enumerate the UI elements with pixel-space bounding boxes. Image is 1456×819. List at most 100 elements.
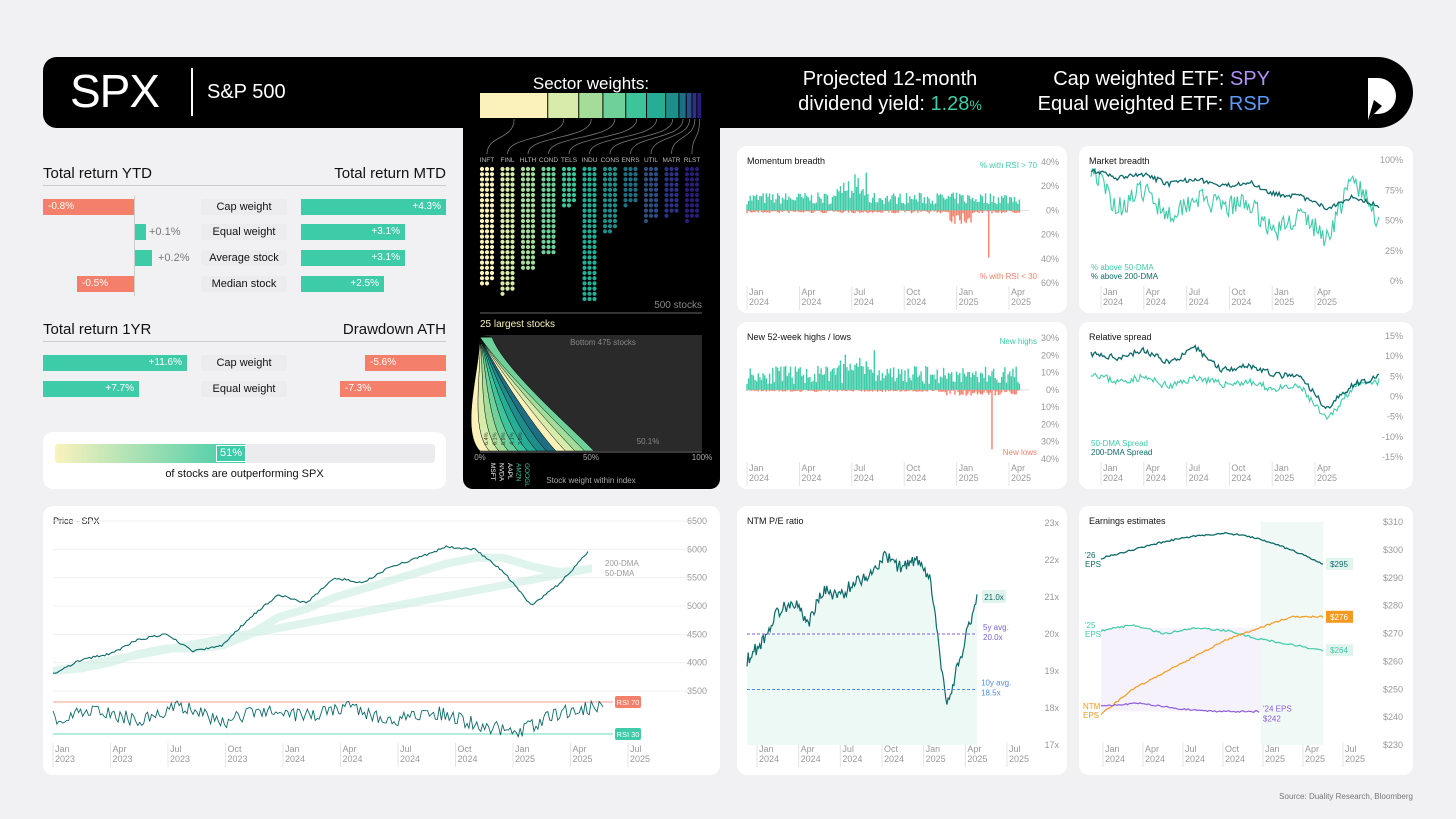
- sector-dot: [684, 198, 690, 203]
- sector-dot: [566, 177, 572, 182]
- sector-dot: [500, 208, 505, 213]
- sector-dot: [623, 187, 628, 192]
- x-tick-month: Jul: [1185, 744, 1197, 754]
- sector-dot: [587, 296, 592, 302]
- sector-dot: [684, 208, 690, 213]
- sector-dot: [643, 192, 649, 198]
- sector-dot: [520, 192, 526, 198]
- sector-dot: [694, 198, 700, 203]
- sector-dot: [484, 229, 490, 234]
- y-tick: 6000: [687, 544, 707, 554]
- sector-dot: [582, 208, 587, 213]
- x-tick-year: 2024: [842, 754, 862, 764]
- sector-dot: [664, 177, 669, 182]
- sector-dot: [587, 172, 592, 177]
- x-tick-month: Jul: [854, 463, 866, 473]
- avg5-label: 5y avg.: [983, 623, 1009, 632]
- sector-dot: [505, 255, 510, 260]
- l25b: EPS: [1085, 630, 1101, 639]
- y-tick: 30%: [1041, 333, 1059, 343]
- sector-dot: [510, 255, 515, 260]
- x-tick-month: Oct: [906, 463, 921, 473]
- x-tick-month: Jan: [1274, 463, 1289, 473]
- sector-dot: [541, 198, 546, 203]
- sector-dot: [510, 229, 515, 234]
- sector-dot: [525, 224, 531, 229]
- dividend-label-2-row: dividend yield: 1.28%: [760, 92, 1020, 118]
- sector-dot: [479, 281, 485, 286]
- sector-dot: [592, 265, 597, 270]
- x-tick-month: Apr: [113, 744, 127, 754]
- sector-dot: [479, 265, 485, 270]
- x-tick-year: 2024: [1189, 297, 1209, 307]
- sector-dot: [582, 198, 587, 203]
- sector-dot: [592, 203, 597, 208]
- x-tick-year: 2024: [801, 754, 821, 764]
- sector-dot: [489, 208, 495, 213]
- sector-dot: [612, 198, 618, 203]
- x-tick-month: Apr: [573, 744, 587, 754]
- sector-dot: [546, 239, 551, 244]
- sector-dot: [607, 229, 613, 234]
- sector-dot: [484, 224, 490, 229]
- sector-dot: [541, 166, 546, 172]
- sector-dot: [587, 270, 592, 276]
- sector-dot: [500, 244, 505, 250]
- x-tick-year: 2024: [1103, 297, 1123, 307]
- sector-dot: [694, 203, 700, 208]
- row-label-equal: Equal weight: [201, 224, 287, 240]
- sector-dot: [505, 208, 510, 213]
- x-tick-month: Jul: [170, 744, 182, 754]
- y-tick: 20%: [1041, 181, 1059, 191]
- sector-dot: [489, 187, 495, 192]
- treemap-hlth: [579, 93, 603, 118]
- v25: $264: [1330, 646, 1348, 655]
- sector-dot: [500, 172, 505, 177]
- sector-dot: [541, 234, 546, 239]
- momentum-chart: Momentum breadth 40%20%0%20%40%60%Jan2024…: [746, 156, 1059, 310]
- sector-dot: [602, 208, 608, 213]
- x-tick-year: 2025: [1317, 297, 1337, 307]
- etf-info: Cap weighted ETF: SPY Equal weighted ETF…: [1030, 67, 1270, 117]
- sector-dot: [674, 192, 679, 198]
- sector-dot: [500, 187, 505, 192]
- x-tick-year: 2025: [573, 754, 593, 764]
- ytd-title: Total return YTD: [43, 165, 152, 182]
- sector-dot: [541, 218, 546, 224]
- pe-card: NTM P/E ratio 23x 22x 21x 20x 19x 18x 17x Jan 202…: [737, 506, 1067, 775]
- y-tick: $260: [1383, 656, 1403, 666]
- x-tick-month: Apr: [801, 463, 815, 473]
- eq-etf-row: Equal weighted ETF: RSP: [1030, 92, 1270, 117]
- x-tick-year: 2025: [515, 754, 535, 764]
- sector-dot: [530, 208, 536, 213]
- sector-dot: [623, 172, 628, 177]
- x-tick-year: 2023: [170, 754, 190, 764]
- sector-dot: [479, 255, 485, 260]
- dd-title: Drawdown ATH: [342, 321, 446, 338]
- sector-dot: [541, 208, 546, 213]
- sector-dot: [505, 281, 510, 286]
- sector-dot: [479, 203, 485, 208]
- x-tick-year: 2024: [884, 754, 904, 764]
- x-tick-year: 2025: [967, 754, 987, 764]
- sector-dot: [694, 177, 700, 182]
- sector-dot: [694, 172, 700, 177]
- sector-dot: [530, 192, 536, 198]
- sector-dot: [653, 198, 659, 203]
- sector-dot: [592, 229, 597, 234]
- sector-total: 500 stocks: [654, 300, 702, 311]
- sector-dot: [664, 203, 669, 208]
- sector-dot: [546, 224, 551, 229]
- sector-dot: [689, 166, 695, 172]
- legend-bottom: New lows: [1003, 448, 1037, 457]
- legend-1: % above 50-DMA: [1091, 263, 1154, 272]
- sector-dot: [510, 198, 515, 203]
- sector-dot: [689, 208, 695, 213]
- rsi30-badge: [615, 728, 641, 740]
- sector-dot: [694, 166, 700, 172]
- sector-dot: [582, 291, 587, 296]
- sector-dot: [592, 182, 597, 187]
- axis-0: 0%: [474, 453, 486, 462]
- sector-dot: [582, 218, 587, 224]
- x-tick-year: 2024: [749, 473, 769, 483]
